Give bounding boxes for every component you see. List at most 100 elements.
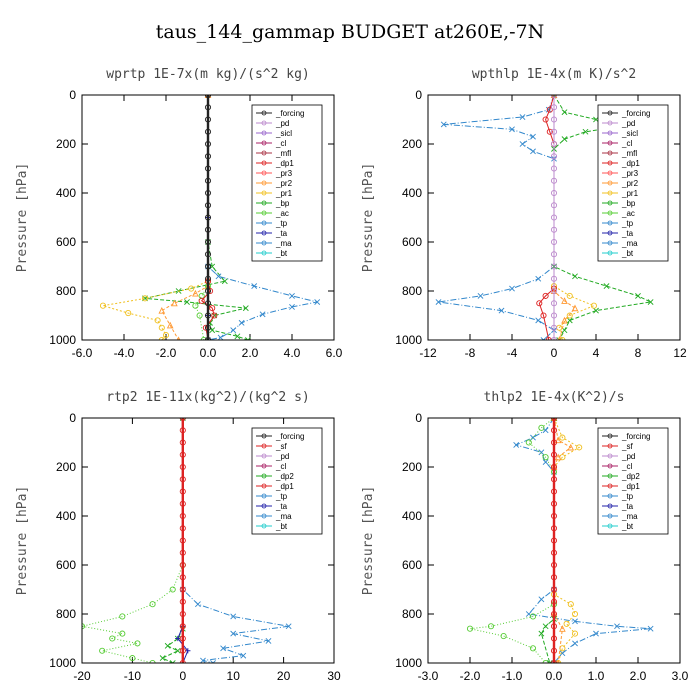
legend-entry: _tp [275,492,288,501]
series-forcing-point [179,610,186,618]
series-cl-point [571,610,579,618]
series-forcing-point [550,500,558,507]
legend-marker [607,110,613,116]
legend-marker [261,220,267,226]
series-tp-point [435,299,442,305]
legend-marker [261,240,267,246]
series-pd-point [550,275,558,282]
series-forcing-point [550,647,558,654]
panel-thlp2: thlp2 1E-4x(K^2)/s Pressure [hPa] -3.0 -2.0… [361,390,689,683]
series-dp2-point [169,660,176,663]
panel-wprtp: wprtp 1E-7x(m kg)/(s^2 kg) Pressure [hPa]… [15,67,343,360]
series-ac-point [196,312,203,319]
legend-entry: _sf [275,442,287,451]
legend-entry: _sicl [621,129,638,138]
series-forcing-point [179,586,186,593]
y-tick-label: 1000 [395,656,422,670]
legend-marker [607,130,613,136]
series-bp-point [242,305,249,312]
series-pd-point [550,300,558,307]
series-pr1-line [102,95,209,340]
legend-entry: _pr1 [275,189,293,198]
series-tp-point [530,133,536,140]
legend-marker [261,110,267,116]
series-tp-point [540,337,547,340]
series-bp-point [593,307,599,314]
series-pr1-point [99,302,107,309]
legend-entry: _ta [275,502,288,511]
legend-marker [261,210,267,216]
series-tp-point [509,285,515,292]
x-tick-label: 4.0 [284,346,301,360]
series-tp-point [538,596,545,603]
legend-marker [261,523,267,529]
legend-entry: _cl [621,462,632,471]
legend-marker [607,230,613,236]
legend-entry: _ta [275,229,288,238]
series-tp-point [519,141,526,147]
series-dp1-point [209,305,216,312]
legend-marker [261,463,267,469]
legend-entry: _dp1 [275,159,294,168]
series-forcing-point [550,598,558,605]
series-tp-point [289,292,295,299]
legend-marker [607,250,613,256]
series-dp1-point [500,633,507,640]
legend-entry: _forcing [621,109,650,118]
series-pd-point [550,153,558,160]
series-dp1-point [149,659,156,663]
series-forcing-point [204,251,212,258]
series-pd-point [554,436,562,444]
series-bp-point [221,278,228,285]
legend-entry: _ma [275,239,292,248]
legend-marker [261,483,267,489]
x-tick-label: -8 [465,346,476,360]
plot-area [435,95,654,340]
series-dp2-point [164,642,171,649]
legend-marker [261,160,267,166]
series-pd-point [559,625,566,632]
series-dp1-point [119,630,126,637]
series-forcing-point [550,427,558,434]
y-tick-label: 800 [402,607,422,621]
legend-entry: _bp [275,199,290,208]
series-dp1-point [540,312,547,319]
legend-marker [607,220,613,226]
y-tick-label: 0 [415,88,422,102]
series-forcing-point [204,153,212,160]
series-pr1-point [566,312,573,319]
series-tp-point [559,650,566,657]
legend-marker [607,170,613,176]
x-tick-label: 0.0 [200,346,217,360]
series-forcing-point [204,214,212,221]
series-tp-point [230,327,237,334]
series-pd-point [550,116,558,123]
series-pd-point [550,238,558,246]
series-forcing-point [204,177,212,184]
legend-marker [607,240,613,246]
y-axis-label: Pressure [hPa] [361,163,376,273]
series-dp1-point [542,116,549,123]
x-tick-label: -3.0 [418,669,439,683]
series-forcing-point [179,659,186,663]
legend-entry: _dp2 [275,472,294,481]
series-pd-point [550,202,558,209]
plot-area [99,95,321,340]
series-dp1-point [134,640,141,647]
series-tp-point [285,623,292,630]
series-forcing-point [179,647,186,654]
series-tp-point [289,304,295,310]
series-tp-point [572,640,578,647]
series-forcing-point [550,610,558,618]
series-cl-point [563,620,570,627]
series-forcing-point [179,500,186,507]
series-forcing-point [204,202,212,209]
series-pr2-point [171,299,178,307]
series-pr2-point [571,304,579,312]
legend-marker [261,150,267,156]
series-forcing-point [204,275,212,282]
series-forcing-point [179,574,186,581]
series-pr1-line [553,95,596,340]
legend-entry: _pr2 [621,179,639,188]
legend-marker [607,200,613,206]
